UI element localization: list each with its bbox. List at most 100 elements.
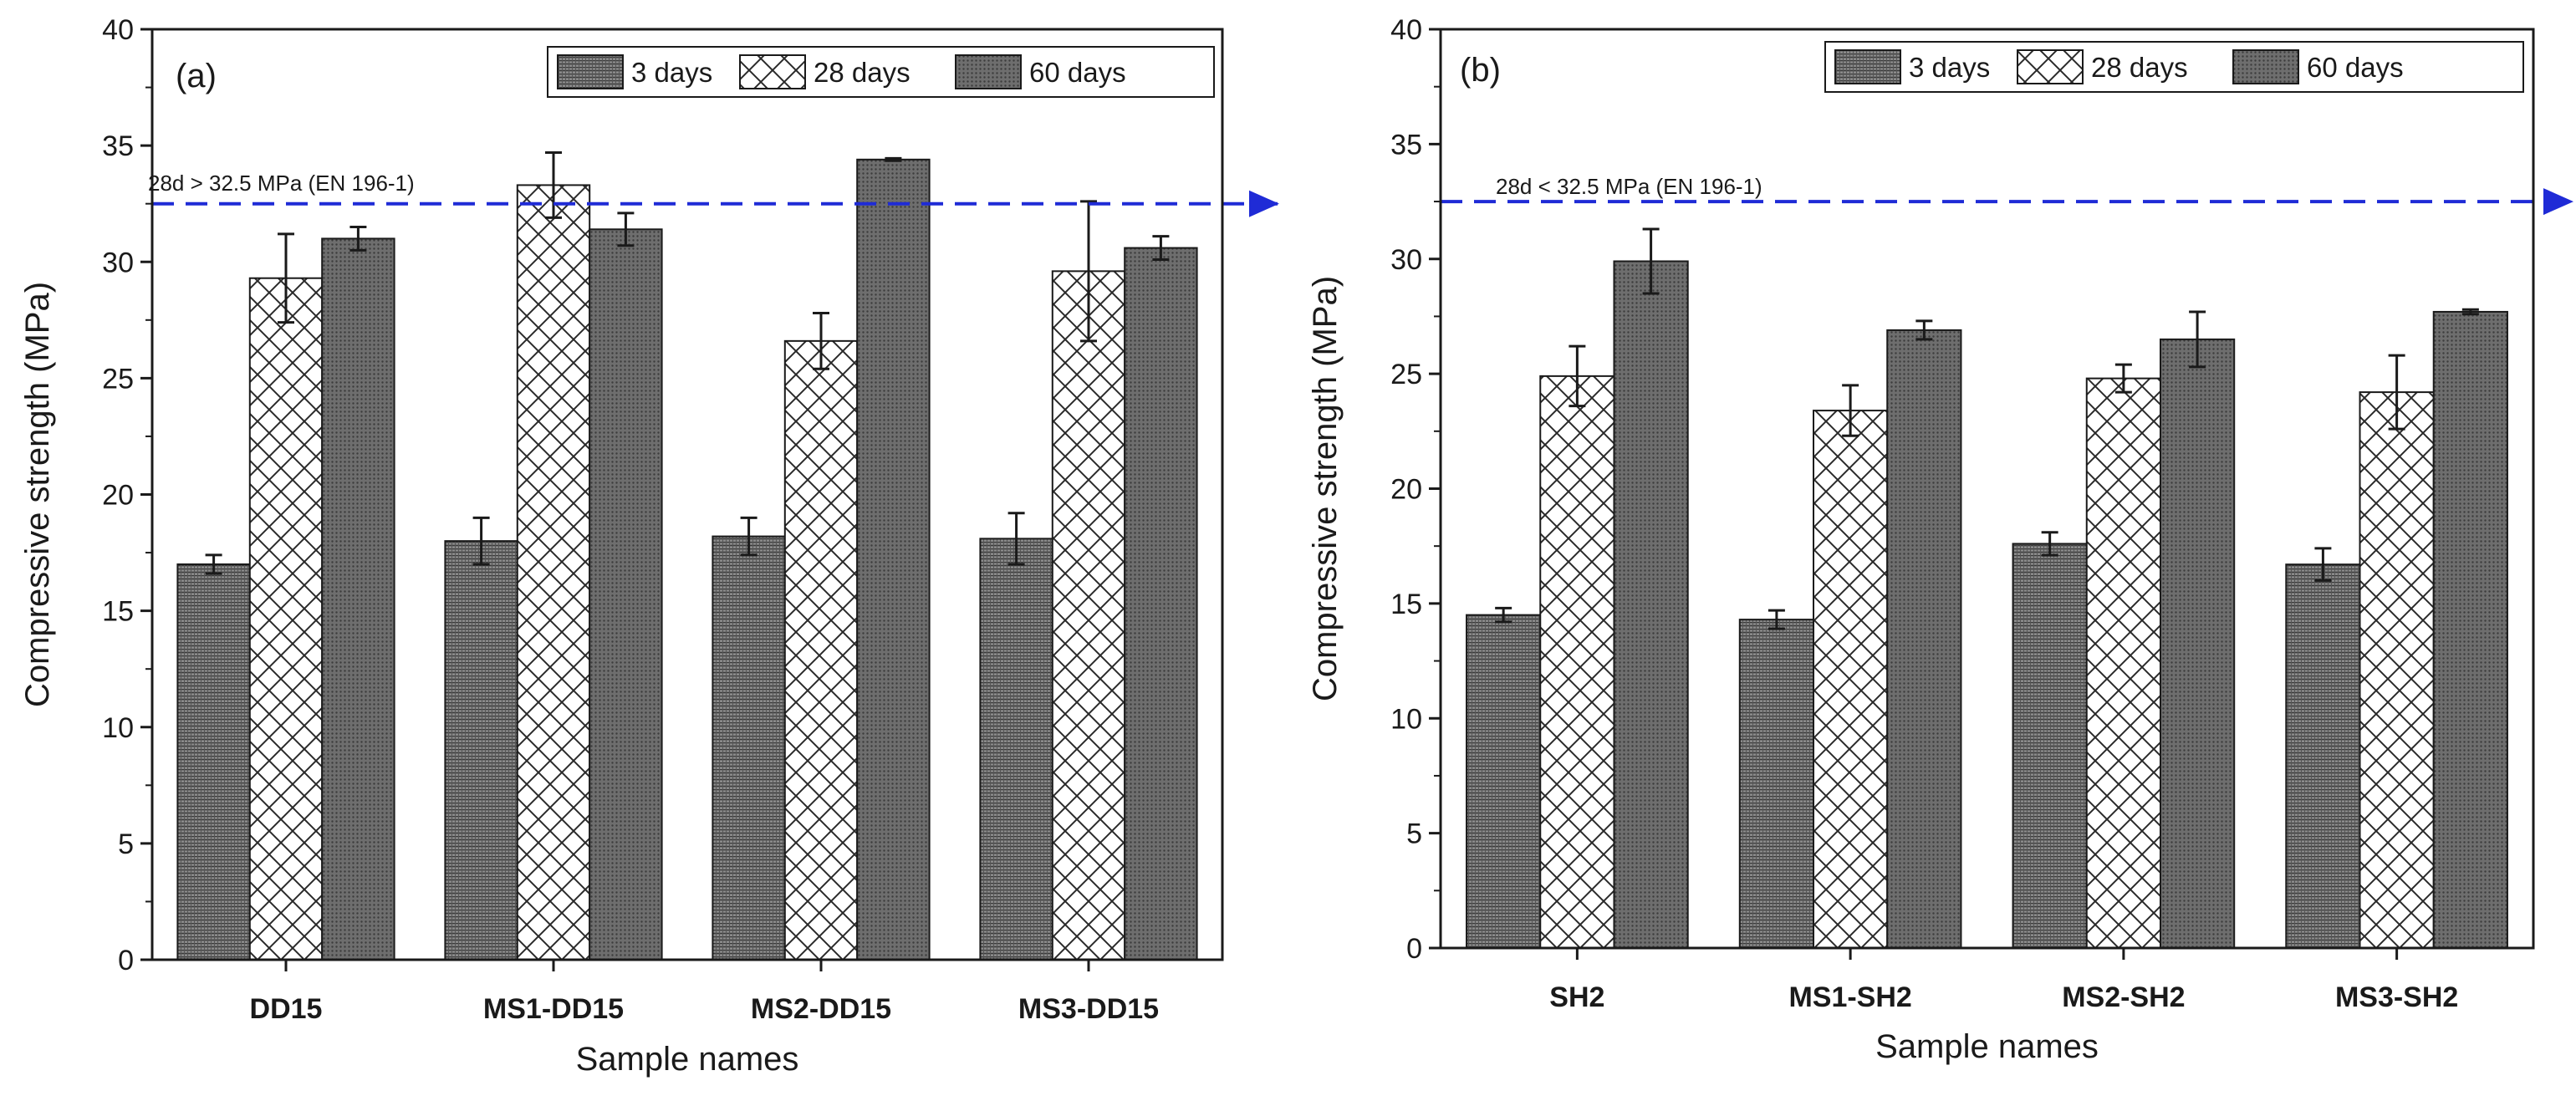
panel-a-y-tick-label: 10 <box>102 712 134 744</box>
panel-a-y-tick-label: 40 <box>102 14 134 46</box>
panel-a-x-category-label: DD15 <box>250 993 323 1025</box>
panel-b-error-bar <box>1915 319 1933 341</box>
panel-b-error-bar <box>2461 308 2479 316</box>
panel-a-error-bars <box>205 150 1170 575</box>
panel-b-x-category-label: MS1-SH2 <box>1788 981 1911 1013</box>
panel-a-error-bar <box>349 226 367 252</box>
panel-b-error-bar <box>2041 531 2058 557</box>
panel-a-bar-60-days-MS2-DD15 <box>856 158 931 961</box>
panel-b-bar-60-days-SH2 <box>1613 260 1689 949</box>
panel-a-bar-60-days-MS1-DD15 <box>589 228 663 961</box>
panel-a-y-tick-label: 25 <box>102 363 134 395</box>
panel-a-error-bar <box>1152 235 1170 261</box>
panel-b-error-bar <box>1569 344 1586 408</box>
panel-a-bar-28-days-MS3-DD15 <box>1051 270 1126 961</box>
panel-b-y-ticks: 0 5 10 15 20 25 30 35 40 <box>1390 14 1441 965</box>
panel-b-y-tick-label: 30 <box>1390 244 1422 276</box>
panel-b-legend-label: 28 days <box>2091 52 2188 83</box>
panel-b-bar-3-days-MS1-SH2 <box>1738 619 1815 949</box>
panel-b-bar-3-days-MS2-SH2 <box>2012 543 2088 949</box>
panel-b-y-tick-label: 10 <box>1390 703 1422 735</box>
panel-a-legend-swatch <box>739 54 806 89</box>
panel-b-bar-60-days-MS1-SH2 <box>1886 329 1962 949</box>
panel-a-x-axis-title: Sample names <box>576 1041 799 1078</box>
panel-b-legend-label: 3 days <box>1909 52 1990 83</box>
panel-b-error-bar <box>2314 547 2332 582</box>
panel-b-bar-60-days-MS3-SH2 <box>2432 310 2508 949</box>
panel-a-bar-3-days-MS2-DD15 <box>712 535 786 961</box>
panel-b-y-tick-label: 35 <box>1390 129 1422 161</box>
panel-b-y-tick-label: 5 <box>1406 818 1422 850</box>
panel-a-error-bar <box>205 553 222 575</box>
panel-a-legend-label: 28 days <box>814 57 911 88</box>
panel-b-legend: 3 days 28 days 60 days <box>1824 41 2524 93</box>
panel-a-error-bar <box>617 212 635 247</box>
panel-a-bar-3-days-MS1-DD15 <box>444 540 518 961</box>
panel-b-bar-60-days-MS2-SH2 <box>2159 338 2236 950</box>
panel-b-y-axis-title: Compressive strength (MPa) <box>1307 276 1344 701</box>
panel-b-x-category-label: MS2-SH2 <box>2062 981 2185 1013</box>
panel-a-bar-60-days-DD15 <box>321 237 395 961</box>
panel-b-legend-swatch <box>1834 49 1901 84</box>
panel-b-bar-28-days-MS1-SH2 <box>1813 410 1889 949</box>
panel-b-error-bar <box>2189 310 2206 369</box>
panel-b-bar-3-days-SH2 <box>1466 614 1542 949</box>
panel-a-bar-3-days-DD15 <box>176 563 251 961</box>
panel-b-plot-frame <box>1439 28 2535 950</box>
panel-a-error-bar <box>472 516 490 566</box>
panel-a-y-tick-label: 35 <box>102 130 134 162</box>
panel-a-legend-box <box>547 46 1215 98</box>
panel-b-x-category-label: MS3-SH2 <box>2335 981 2458 1013</box>
panel-b-letter: (b) <box>1460 52 1501 89</box>
panel-a-bar-28-days-MS1-DD15 <box>516 184 591 961</box>
panel-a-legend-swatch <box>955 54 1022 89</box>
panel-b-error-bar <box>2388 354 2405 431</box>
panel-a-bar-3-days-MS3-DD15 <box>979 538 1053 961</box>
panel-b-y-tick-label: 15 <box>1390 589 1422 620</box>
panel-b-reference-label: 28d < 32.5 MPa (EN 196-1) <box>1496 174 1762 199</box>
panel-b-x-categories: SH2 MS1-SH2 MS2-SH2 MS3-SH2 <box>1549 948 2458 1013</box>
panel-a-x-categories: DD15 MS1-DD15 MS2-DD15 MS3-DD15 <box>250 960 1159 1025</box>
panel-b-bar-3-days-MS3-SH2 <box>2285 563 2361 949</box>
panel-a-error-bar <box>1080 200 1097 343</box>
panel-b-legend-swatch <box>2017 49 2084 84</box>
panel-b-error-bar <box>1495 606 1512 624</box>
panel-a-error-bar <box>885 156 902 162</box>
panel-a-error-bar <box>813 311 829 370</box>
panel-a-bars <box>176 158 1198 961</box>
panel-a-legend: 3 days 28 days 60 days <box>547 46 1215 98</box>
panel-a-legend-swatch <box>557 54 624 89</box>
panel-a-error-bar <box>545 150 562 219</box>
panel-b-error-bar <box>1642 227 1660 295</box>
panel-b-y-tick-label: 0 <box>1406 933 1422 965</box>
panel-a-error-bar <box>278 232 294 324</box>
panel-b: 0 5 10 15 20 25 30 35 40 SH2 MS1-SH2 MS2-SH2 MS3-SH… <box>1307 14 2573 1065</box>
panel-a-x-category-label: MS2-DD15 <box>751 993 891 1025</box>
panel-a: 0 5 10 15 20 25 30 35 40 DD15 MS1-DD15 MS2-DD15 MS3… <box>19 14 1279 1078</box>
panel-a-y-tick-label: 15 <box>102 596 134 628</box>
panel-b-y-tick-label: 20 <box>1390 474 1422 506</box>
panel-a-plot-frame <box>150 28 1224 961</box>
panel-b-legend-swatch <box>2232 49 2299 84</box>
panel-a-bar-28-days-DD15 <box>248 277 324 961</box>
panel-a-reference-label: 28d > 32.5 MPa (EN 196-1) <box>148 171 415 196</box>
panel-b-bar-28-days-MS3-SH2 <box>2359 391 2435 950</box>
panel-b-error-bar <box>1767 609 1785 630</box>
panel-a-x-category-label: MS1-DD15 <box>483 993 624 1025</box>
panel-a-x-category-label: MS3-DD15 <box>1018 993 1159 1025</box>
panel-b-error-bar <box>1842 384 1859 437</box>
panel-b-error-bar <box>2114 363 2132 394</box>
panel-b-y-tick-label: 40 <box>1390 14 1422 46</box>
panel-b-bar-28-days-SH2 <box>1539 375 1615 949</box>
panel-a-error-bar <box>740 516 757 557</box>
panel-b-legend-box <box>1824 41 2524 93</box>
panel-b-y-tick-label: 25 <box>1390 359 1422 390</box>
panel-a-letter: (a) <box>176 58 217 94</box>
panel-a-y-tick-label: 30 <box>102 247 134 278</box>
panel-a-y-tick-label: 0 <box>118 945 134 976</box>
panel-b-bar-28-days-MS2-SH2 <box>2085 377 2161 949</box>
panel-b-x-category-label: SH2 <box>1549 981 1604 1013</box>
panel-a-error-bar <box>1007 512 1025 566</box>
panel-a-y-tick-label: 20 <box>102 480 134 512</box>
